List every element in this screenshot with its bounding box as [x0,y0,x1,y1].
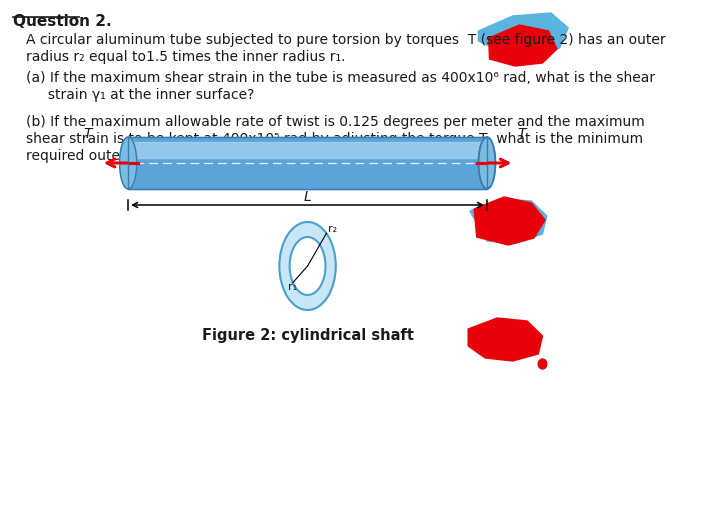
Text: Question 2.: Question 2. [13,14,112,29]
Bar [128,137,487,189]
Ellipse shape [120,137,137,189]
Text: L: L [304,190,312,204]
Polygon shape [468,318,542,361]
Bar [128,137,487,189]
Circle shape [539,359,546,369]
Ellipse shape [279,222,336,310]
Polygon shape [470,199,546,243]
Bar [128,142,487,158]
Text: radius r₂ equal to1.5 times the inner radius r₁.: radius r₂ equal to1.5 times the inner ra… [26,50,345,64]
Ellipse shape [478,137,495,189]
Text: r₂: r₂ [328,225,337,234]
Text: A circular aluminum tube subjected to pure torsion by torques  T (see figure 2) : A circular aluminum tube subjected to pu… [26,33,665,47]
Polygon shape [474,197,545,245]
Text: required outer radius (r₂) min?: required outer radius (r₂) min? [26,149,237,163]
Text: T: T [518,127,526,141]
Text: strain γ₁ at the inner surface?: strain γ₁ at the inner surface? [26,88,254,102]
Text: r₁: r₁ [288,282,297,292]
Polygon shape [489,25,557,66]
Ellipse shape [289,237,325,295]
Text: Figure 2: cylindrical shaft: Figure 2: cylindrical shaft [202,328,413,343]
Text: (a) If the maximum shear strain in the tube is measured as 400x10⁶ rad, what is : (a) If the maximum shear strain in the t… [26,71,654,85]
Ellipse shape [480,139,494,187]
Text: shear strain is to be kept at 400x10⁵ rad by adjusting the torque T, what is the: shear strain is to be kept at 400x10⁵ ra… [26,132,643,146]
Text: T: T [84,127,92,141]
Polygon shape [478,13,568,55]
Text: (b) If the maximum allowable rate of twist is 0.125 degrees per meter and the ma: (b) If the maximum allowable rate of twi… [26,115,644,129]
